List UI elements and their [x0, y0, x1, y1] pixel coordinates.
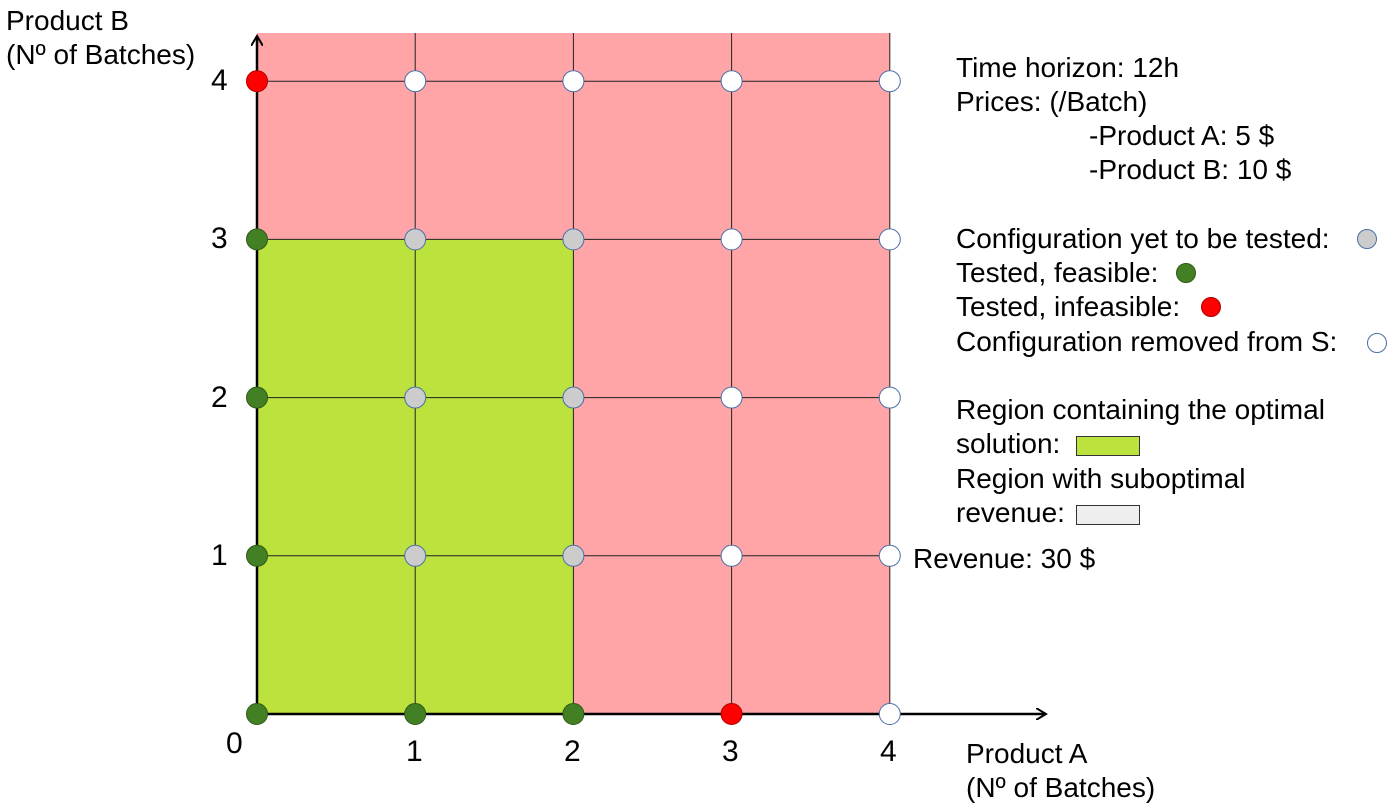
legend-suboptimal-region-line2: revenue:: [956, 497, 1065, 528]
config-point-removed: [878, 386, 901, 409]
config-point-removed: [878, 544, 901, 567]
x-tick-label: 1: [406, 735, 423, 768]
config-point-removed: [562, 70, 585, 93]
legend-optimal-swatch: [1076, 436, 1140, 456]
config-point-feasible: [246, 386, 268, 409]
configuration-points: [246, 70, 901, 725]
y-tick-label: 3: [211, 222, 228, 255]
x-axis-title-line2: (Nº of Batches): [966, 772, 1156, 803]
config-point-untested: [562, 228, 585, 251]
legend-infeasible-label: Tested, infeasible:: [956, 291, 1181, 322]
legend-untested-dot-icon: [1357, 229, 1377, 249]
x-axis-title-line1: Product A: [966, 738, 1088, 769]
legend-feasible-dot-icon: [1176, 263, 1196, 283]
config-point-feasible: [246, 703, 268, 725]
config-point-untested: [404, 544, 427, 567]
y-tick-label: 4: [211, 64, 228, 97]
price-product-a: -Product A: 5 $: [1089, 120, 1275, 151]
config-point-removed: [878, 703, 901, 725]
legend-removed-label: Configuration removed from S:: [956, 326, 1338, 357]
y-axis-title-line1: Product B: [6, 5, 129, 36]
config-point-untested: [562, 544, 585, 567]
config-point-removed: [720, 386, 743, 409]
config-point-removed: [878, 228, 901, 251]
config-point-removed: [720, 70, 743, 93]
config-point-infeasible: [720, 703, 743, 725]
time-horizon-text: Time horizon: 12h: [956, 52, 1180, 83]
config-point-removed: [720, 228, 743, 251]
x-tick-label: 2: [564, 735, 581, 768]
y-tick-label: 2: [211, 381, 228, 414]
revenue-label: Revenue: 30 $: [913, 543, 1096, 574]
config-point-feasible: [404, 703, 427, 725]
y-tick-label: 1: [211, 539, 228, 572]
y-axis-title-line2: (Nº of Batches): [6, 39, 196, 70]
config-point-feasible: [246, 228, 268, 251]
legend-suboptimal-region-line1: Region with suboptimal: [956, 463, 1246, 494]
legend-untested-label: Configuration yet to be tested:: [956, 223, 1330, 254]
prices-heading: Prices: (/Batch): [956, 86, 1148, 117]
legend-removed-dot-icon: [1367, 333, 1387, 353]
config-point-untested: [404, 386, 427, 409]
config-point-feasible: [562, 703, 585, 725]
x-tick-label: 3: [722, 735, 739, 768]
legend-optimal-region-line1: Region containing the optimal: [956, 394, 1325, 425]
config-point-removed: [720, 544, 743, 567]
config-point-untested: [562, 386, 585, 409]
price-product-b: -Product B: 10 $: [1089, 154, 1292, 185]
legend-suboptimal-swatch: [1076, 505, 1140, 525]
origin-label: 0: [226, 727, 243, 760]
config-point-feasible: [246, 544, 268, 567]
config-point-removed: [878, 70, 901, 93]
config-point-untested: [404, 228, 427, 251]
config-point-removed: [404, 70, 427, 93]
x-tick-label: 4: [880, 735, 897, 768]
config-point-infeasible: [246, 70, 268, 93]
legend-optimal-region-line2: solution:: [956, 428, 1061, 459]
legend-infeasible-dot-icon: [1201, 297, 1221, 317]
legend-feasible-label: Tested, feasible:: [956, 257, 1159, 288]
